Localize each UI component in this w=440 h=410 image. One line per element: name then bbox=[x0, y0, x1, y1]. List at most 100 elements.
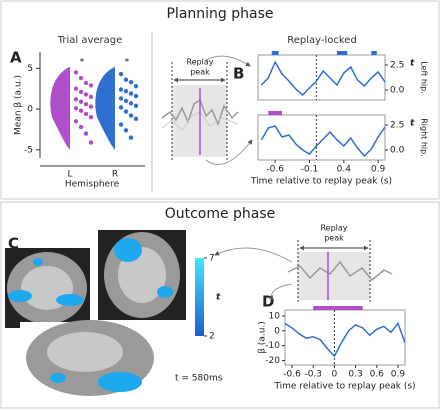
section-title: Outcome phase bbox=[165, 206, 276, 222]
brain bbox=[47, 332, 123, 372]
colorbar-label: t bbox=[216, 293, 221, 303]
window bbox=[298, 252, 370, 300]
data-point bbox=[88, 115, 94, 120]
activation bbox=[8, 290, 32, 302]
x-tick-label: -0.6 bbox=[266, 165, 284, 175]
cluster bbox=[271, 51, 279, 55]
data-point bbox=[83, 92, 89, 97]
cluster bbox=[313, 306, 363, 310]
panel-title: Trial average bbox=[57, 35, 123, 46]
x-tick-label: -0.1 bbox=[301, 165, 319, 175]
data-point bbox=[118, 71, 124, 77]
annotation: t = 580ms bbox=[175, 374, 223, 384]
data-point bbox=[123, 77, 129, 82]
schematic-label: Replay bbox=[320, 224, 347, 233]
data-point bbox=[128, 113, 134, 118]
data-point bbox=[78, 89, 84, 95]
y-tick-label: 10 bbox=[269, 311, 281, 321]
y-tick-label: 2.5 bbox=[390, 61, 404, 71]
data-point bbox=[123, 88, 129, 94]
activation bbox=[114, 238, 142, 262]
schematic-label: Replay bbox=[186, 58, 213, 67]
activation bbox=[56, 294, 84, 306]
data-point bbox=[78, 108, 84, 113]
data-point bbox=[83, 131, 89, 136]
colorbar-tick-label: 2 bbox=[209, 332, 215, 342]
data-point bbox=[123, 128, 129, 133]
data-point bbox=[118, 87, 124, 92]
x-tick-label: 0.6 bbox=[370, 370, 385, 380]
data-point bbox=[88, 94, 94, 100]
significance: * bbox=[125, 58, 130, 68]
panel-letter: C bbox=[8, 235, 19, 253]
y-axis-label: Mean β (a.u.) bbox=[14, 75, 24, 135]
data-point bbox=[83, 80, 89, 86]
cluster bbox=[336, 51, 348, 55]
y-tick-label: 2.5 bbox=[390, 121, 404, 131]
data-point bbox=[83, 111, 89, 117]
x-tick-label: 0.9 bbox=[391, 370, 406, 380]
data-point bbox=[123, 109, 129, 114]
x-tick-label: 0 bbox=[332, 370, 338, 380]
panel-letter: A bbox=[10, 49, 22, 67]
data-point bbox=[123, 98, 129, 104]
section-title: Planning phase bbox=[166, 6, 273, 22]
x-tick-label: -0.6 bbox=[283, 370, 301, 380]
schematic bbox=[214, 240, 393, 302]
x-axis-label: Time relative to replay peak (s) bbox=[273, 382, 415, 392]
y-axis-label: t bbox=[410, 119, 415, 129]
significance: * bbox=[80, 58, 85, 68]
data-point bbox=[128, 101, 134, 106]
data-point bbox=[83, 101, 89, 107]
plot-frame bbox=[257, 54, 386, 101]
x-tick-label: 0.9 bbox=[371, 165, 386, 175]
data-point bbox=[128, 91, 134, 96]
trace bbox=[287, 260, 393, 282]
y-tick-label: -20 bbox=[265, 356, 280, 366]
y-tick-label: 0.0 bbox=[390, 86, 405, 96]
activation bbox=[157, 286, 173, 298]
data-point bbox=[78, 75, 84, 81]
arrow bbox=[268, 283, 293, 301]
y-tick-label: 0 bbox=[27, 105, 33, 115]
y-tick-label: -10 bbox=[265, 341, 280, 351]
activation bbox=[50, 373, 66, 383]
y-axis-label: β (a.u.) bbox=[258, 321, 268, 354]
arrow bbox=[205, 55, 251, 67]
violin bbox=[95, 66, 115, 150]
series-line bbox=[260, 125, 386, 158]
schematic-label: peak bbox=[324, 234, 344, 243]
data-point bbox=[128, 135, 134, 140]
data-point bbox=[118, 96, 124, 101]
cluster bbox=[268, 111, 283, 115]
y-tick-label: -5 bbox=[24, 145, 33, 155]
data-point bbox=[73, 119, 79, 124]
y-tick-label: 5 bbox=[27, 64, 33, 74]
panel-letter: B bbox=[233, 65, 244, 83]
data-point bbox=[88, 104, 94, 109]
series-line bbox=[260, 60, 386, 97]
schematic-label: peak bbox=[190, 68, 210, 77]
y-tick-label: 0.0 bbox=[390, 146, 405, 156]
schematic bbox=[161, 55, 253, 165]
panel-letter: D bbox=[262, 293, 274, 311]
data-point bbox=[78, 99, 84, 104]
x-tick-label: 0.4 bbox=[337, 165, 352, 175]
brain-images bbox=[5, 230, 186, 404]
activation bbox=[33, 258, 43, 266]
x-tick-label: L bbox=[67, 170, 72, 180]
data-point bbox=[118, 105, 124, 110]
data-point bbox=[133, 84, 139, 89]
data-point bbox=[133, 116, 139, 122]
colorbar bbox=[195, 258, 204, 336]
series-name: Left hip. bbox=[420, 61, 429, 94]
data-point bbox=[73, 97, 79, 102]
data-point bbox=[73, 70, 79, 75]
violin bbox=[50, 66, 70, 150]
frame bbox=[0, 201, 440, 409]
y-axis-label: t bbox=[410, 59, 415, 69]
data-point bbox=[88, 140, 94, 145]
data-point bbox=[78, 124, 84, 130]
data-point bbox=[128, 79, 134, 85]
x-tick-label: 0.3 bbox=[348, 370, 362, 380]
